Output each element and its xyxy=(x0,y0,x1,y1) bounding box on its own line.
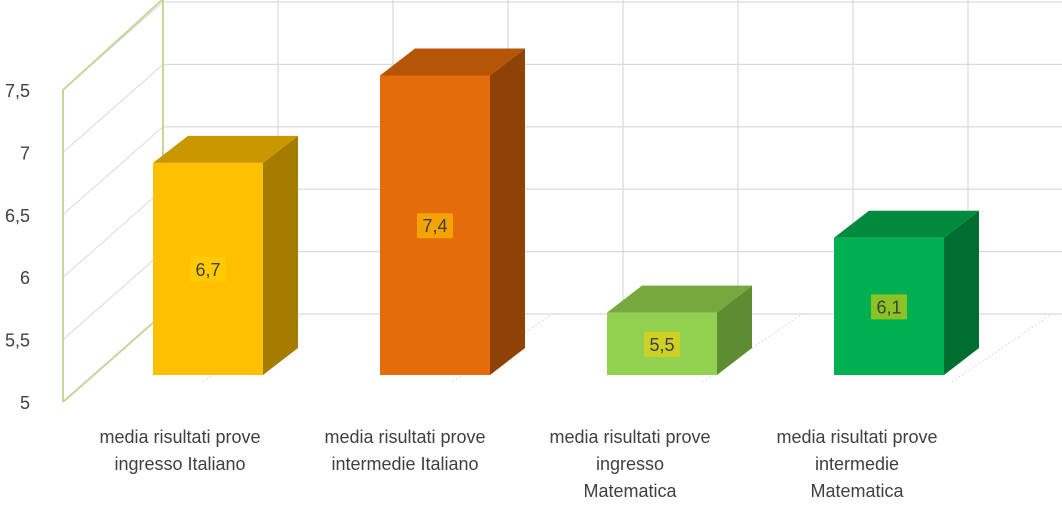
data-label: 6,1 xyxy=(876,297,901,317)
y-tick-label: 5 xyxy=(20,393,30,413)
floor-line-4 xyxy=(951,313,1053,383)
data-label-bg xyxy=(871,294,907,320)
y-tick-label: 6 xyxy=(20,268,30,288)
bar-group xyxy=(380,48,525,375)
x-category-label-line: media risultati prove xyxy=(324,427,485,447)
side-wall-bottom-edge xyxy=(62,313,164,403)
y-tick-label: 6,5 xyxy=(5,206,30,226)
x-category-label-line: Matematica xyxy=(810,481,904,501)
x-category-label-line: media risultati prove xyxy=(776,427,937,447)
data-label: 5,5 xyxy=(649,335,674,355)
bars-layer xyxy=(153,48,979,375)
bar-top xyxy=(607,285,752,313)
bar-top xyxy=(380,48,525,76)
side-wall-top-edge xyxy=(62,0,164,91)
bar-side xyxy=(490,48,525,375)
bar-top xyxy=(834,210,979,238)
x-category-label-line: intermedie xyxy=(815,454,899,474)
side-wall-grid-3 xyxy=(62,126,164,216)
side-wall-grid-4 xyxy=(62,64,164,153)
x-category-label-line: ingresso Italiano xyxy=(114,454,245,474)
bar-top xyxy=(153,135,298,163)
x-category-label-line: media risultati prove xyxy=(99,427,260,447)
y-tick-label: 7 xyxy=(20,143,30,163)
bar-group xyxy=(607,285,752,375)
side-wall-grid-1 xyxy=(62,251,164,340)
bar-group xyxy=(834,210,979,375)
bar-side xyxy=(263,135,298,375)
x-category-label: media risultati prove ingresso Italiano xyxy=(99,427,260,474)
labels-layer: 5 5,5 6 6,5 7 7,5 6,7 7,4 5,5 6,1 media risultati … xyxy=(5,81,938,501)
bar-side xyxy=(944,210,979,375)
data-label: 6,7 xyxy=(195,260,220,280)
bar-side xyxy=(717,285,752,375)
x-category-label: media risultati prove ingresso Matematica xyxy=(549,427,710,501)
side-wall-grid-2 xyxy=(62,188,164,278)
x-category-label: media risultati prove intermedie Matematic… xyxy=(776,427,937,501)
x-category-label: media risultati prove intermedie Italiano xyxy=(324,427,485,474)
bar-group xyxy=(153,135,298,375)
data-label-bg xyxy=(190,256,226,282)
x-category-label-line: Matematica xyxy=(583,481,677,501)
x-category-label-line: media risultati prove xyxy=(549,427,710,447)
data-label: 7,4 xyxy=(422,216,447,236)
y-tick-label: 7,5 xyxy=(5,81,30,101)
data-label-bg xyxy=(417,213,453,239)
y-tick-label: 5,5 xyxy=(5,331,30,351)
data-label-bg xyxy=(644,331,680,357)
x-category-label-line: ingresso xyxy=(596,454,664,474)
x-category-label-line: intermedie Italiano xyxy=(331,454,478,474)
